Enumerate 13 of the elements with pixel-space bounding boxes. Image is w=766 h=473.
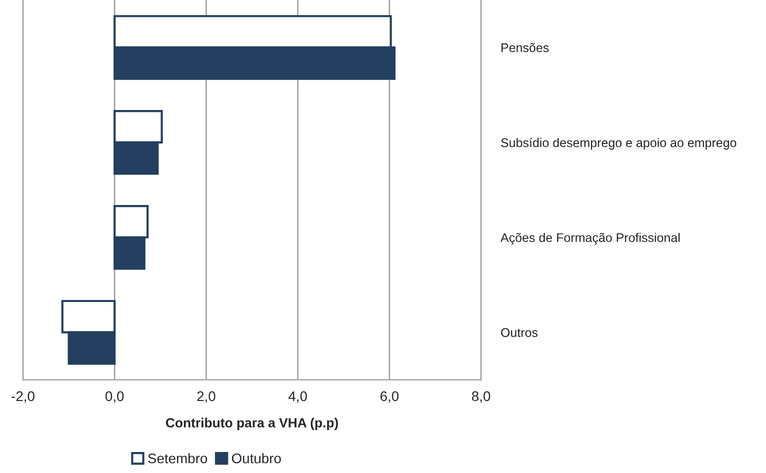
x-tick-label: 6,0 bbox=[380, 391, 399, 403]
x-tick-label: 0,0 bbox=[105, 391, 124, 403]
y-tick-label: Subsídio desemprego e apoio ao emprego bbox=[501, 138, 736, 150]
x-axis-title: Contributo para a VHA (p.p) bbox=[166, 418, 338, 430]
y-tick-label: Ações de Formação Profissional bbox=[500, 232, 680, 245]
x-tick-label: 2,0 bbox=[197, 391, 216, 403]
legend-label: Outubro bbox=[232, 453, 281, 464]
legend-label: Setembro bbox=[148, 453, 208, 464]
x-tick-label: 4,0 bbox=[288, 391, 307, 403]
x-tick-label: -2,0 bbox=[12, 391, 34, 403]
y-tick-label: Outros bbox=[501, 328, 538, 337]
x-tick-label: 8,0 bbox=[472, 391, 490, 403]
y-tick-label: Pensões bbox=[502, 43, 549, 52]
